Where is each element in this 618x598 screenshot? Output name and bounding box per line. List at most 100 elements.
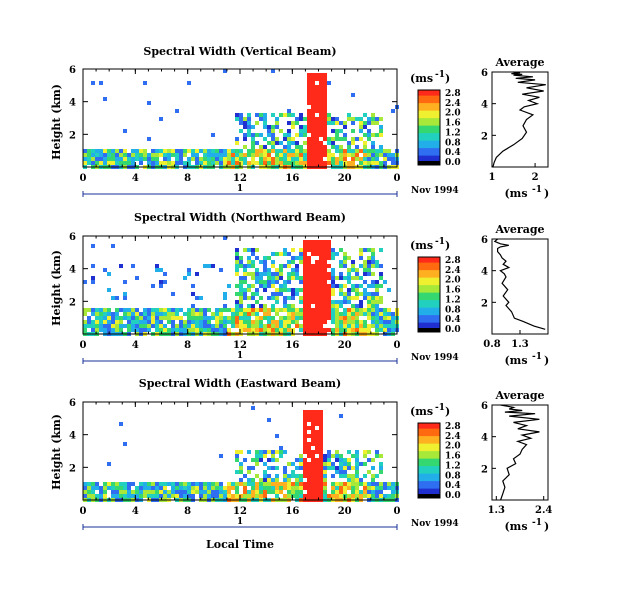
heatmap-cell	[315, 157, 319, 161]
heatmap-cell	[315, 121, 319, 125]
heatmap-cell	[375, 292, 379, 296]
heatmap-cell	[355, 474, 359, 478]
heatmap-cell	[303, 240, 307, 244]
heatmap-cell	[111, 486, 115, 490]
heatmap-cell	[355, 292, 359, 296]
heatmap-cell	[315, 434, 319, 438]
heatmap-cell	[207, 161, 211, 165]
heatmap-cell	[295, 490, 299, 494]
heatmap-cell	[211, 324, 215, 328]
colorbar-swatch	[418, 424, 440, 428]
heatmap-cell	[287, 137, 291, 141]
heatmap-cell	[303, 422, 307, 426]
heatmap-cell	[307, 264, 311, 268]
heatmap-cell	[323, 89, 327, 93]
date-label: Nov 1994	[411, 353, 459, 363]
heatmap-cell	[307, 490, 311, 494]
heatmap-cell	[183, 276, 187, 280]
heatmap-cell	[343, 284, 347, 288]
heatmap-cell	[331, 320, 335, 324]
colorbar-tick-label: 2.0	[445, 442, 461, 452]
heatmap-cell	[343, 320, 347, 324]
x-tick-label: 4	[132, 506, 139, 517]
heatmap-cell	[255, 292, 259, 296]
heatmap-cell	[87, 157, 91, 161]
heatmap-cell	[227, 157, 231, 161]
heatmap-cell	[179, 316, 183, 320]
heatmap-cell	[379, 454, 383, 458]
heatmap-cell	[247, 117, 251, 121]
heatmap-cell	[99, 161, 103, 165]
heatmap-cell	[347, 117, 351, 121]
heatmap-cell	[287, 276, 291, 280]
heatmap-cell	[319, 145, 323, 149]
heatmap-cell	[343, 264, 347, 268]
heatmap-cell	[247, 121, 251, 125]
heatmap-cell	[127, 312, 131, 316]
average-y-tick-label: 6	[481, 68, 488, 79]
heatmap-cell	[339, 454, 343, 458]
panel-northward-heatmap	[83, 236, 399, 336]
heatmap-cell	[299, 157, 303, 161]
heatmap-cell	[135, 494, 139, 498]
heatmap-cell	[167, 494, 171, 498]
heatmap-cell	[371, 145, 375, 149]
heatmap-cell	[287, 324, 291, 328]
heatmap-cell	[327, 81, 331, 85]
heatmap-cell	[295, 474, 299, 478]
heatmap-cell	[335, 300, 339, 304]
heatmap-cell	[127, 316, 131, 320]
colorbar-swatch	[418, 93, 440, 97]
heatmap-cell	[107, 486, 111, 490]
heatmap-cell	[279, 149, 283, 153]
heatmap-cell	[147, 312, 151, 316]
heatmap-cell	[183, 324, 187, 328]
heatmap-cell	[151, 486, 155, 490]
heatmap-cell	[271, 450, 275, 454]
x-tick-label: 12	[233, 340, 247, 351]
heatmap-cell	[299, 125, 303, 129]
heatmap-cell	[91, 312, 95, 316]
heatmap-cell	[263, 145, 267, 149]
heatmap-cell	[339, 458, 343, 462]
colorbar-swatch	[418, 281, 440, 284]
heatmap-cell	[159, 320, 163, 324]
heatmap-cell	[251, 153, 255, 157]
heatmap-cell	[347, 141, 351, 145]
heatmap-cell	[331, 486, 335, 490]
heatmap-cell	[243, 316, 247, 320]
heatmap-cell	[251, 482, 255, 486]
heatmap-cell	[227, 284, 231, 288]
colorbar-swatch	[418, 305, 440, 309]
heatmap-cell	[355, 157, 359, 161]
y-tick-label: 4	[69, 431, 76, 442]
heatmap-cell	[135, 490, 139, 494]
heatmap-cell	[283, 308, 287, 312]
heatmap-cell	[359, 482, 363, 486]
colorbar-tick-label: 2.4	[445, 266, 461, 276]
colorbar-swatch	[418, 322, 440, 325]
heatmap-cell	[291, 125, 295, 129]
heatmap-cell	[83, 324, 87, 328]
heatmap-cell	[235, 260, 239, 264]
heatmap-cell	[259, 454, 263, 458]
heatmap-cell	[155, 482, 159, 486]
heatmap-cell	[199, 490, 203, 494]
heatmap-cell	[315, 77, 319, 81]
heatmap-cell	[307, 450, 311, 454]
heatmap-cell	[367, 328, 371, 332]
heatmap-cell	[259, 324, 263, 328]
heatmap-cell	[287, 113, 291, 117]
heatmap-cell	[223, 149, 227, 153]
heatmap-cell	[83, 486, 87, 490]
heatmap-cell	[95, 482, 99, 486]
heatmap-cell	[235, 320, 239, 324]
heatmap-cell	[371, 458, 375, 462]
heatmap-cell	[299, 300, 303, 304]
heatmap-cell	[283, 137, 287, 141]
heatmap-cell	[243, 292, 247, 296]
heatmap-cell	[279, 308, 283, 312]
heatmap-cell	[315, 328, 319, 332]
heatmap-cell	[291, 268, 295, 272]
heatmap-cell	[311, 410, 315, 414]
